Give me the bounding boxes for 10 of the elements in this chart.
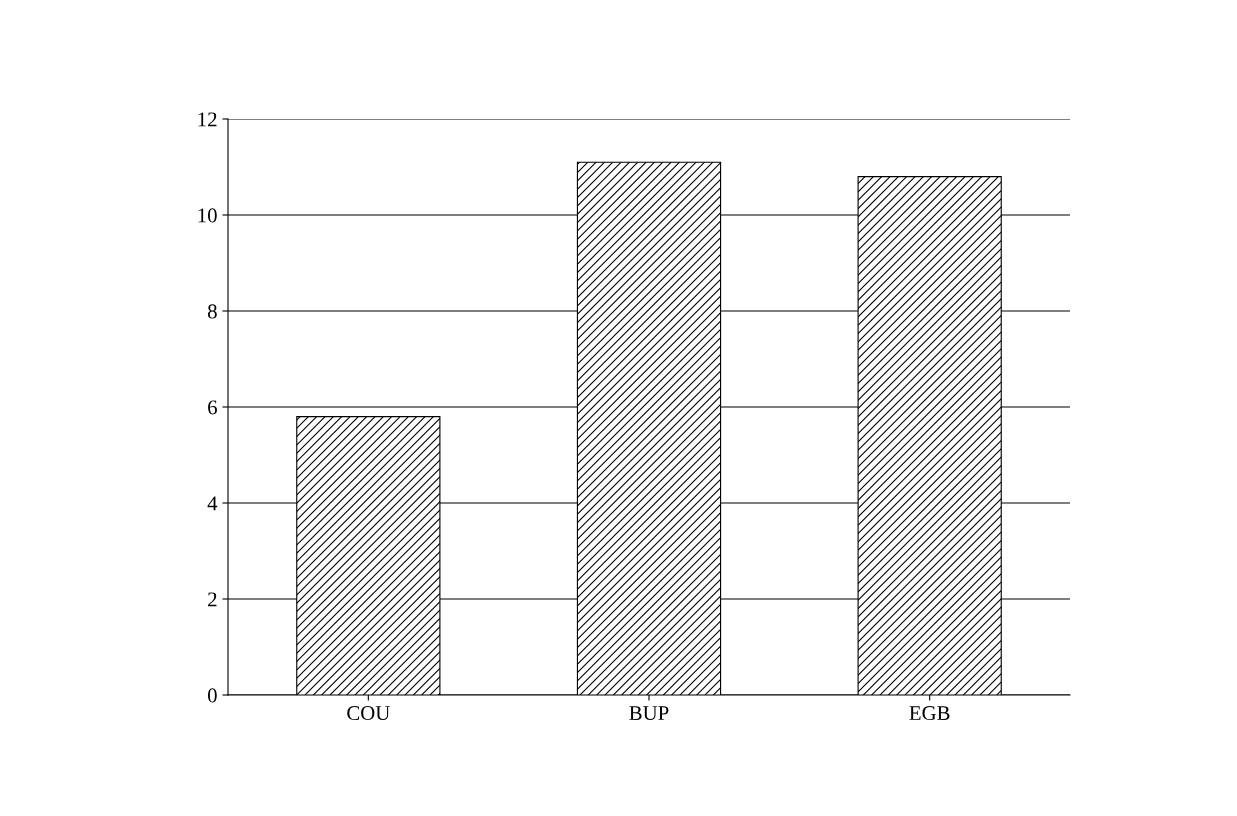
y-tick-label: 8 <box>207 304 217 319</box>
x-tick-label: BUP <box>629 706 669 721</box>
y-tick-label: 2 <box>208 592 217 607</box>
y-tick-label: 6 <box>208 400 217 415</box>
y-tick-label: 12 <box>198 112 217 127</box>
y-tick-label: 0 <box>207 688 217 703</box>
y-tick-label: 10 <box>198 208 217 223</box>
x-tick-label: COU <box>347 706 390 721</box>
y-tick-label: 4 <box>207 496 218 511</box>
x-tick-label: EGB <box>909 706 950 721</box>
